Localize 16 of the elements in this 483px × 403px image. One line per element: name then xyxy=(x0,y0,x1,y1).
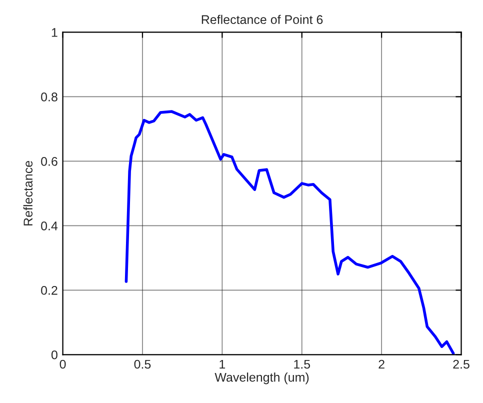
x-axis-title: Wavelength (um) xyxy=(214,372,309,384)
y-tick-label: 0.6 xyxy=(41,157,58,166)
x-tick-label: 1 xyxy=(220,360,226,369)
y-axis-title: Reflectance xyxy=(23,160,33,226)
x-tick-label: 0 xyxy=(60,360,66,369)
y-tick-label: 1 xyxy=(52,28,58,37)
x-tick-label: 2.5 xyxy=(453,360,470,369)
y-tick-label: 0.2 xyxy=(41,286,58,295)
line-series xyxy=(124,110,455,355)
x-tick-label: 1.5 xyxy=(294,360,310,369)
y-tick-label: 0.4 xyxy=(41,221,58,230)
y-tick-label: 0.8 xyxy=(41,92,58,102)
x-tick-label: 0.5 xyxy=(134,360,151,369)
x-tick-label: 2 xyxy=(378,360,384,369)
chart-title: Reflectance of Point 6 xyxy=(202,14,323,24)
y-tick-label: 0 xyxy=(51,350,58,360)
